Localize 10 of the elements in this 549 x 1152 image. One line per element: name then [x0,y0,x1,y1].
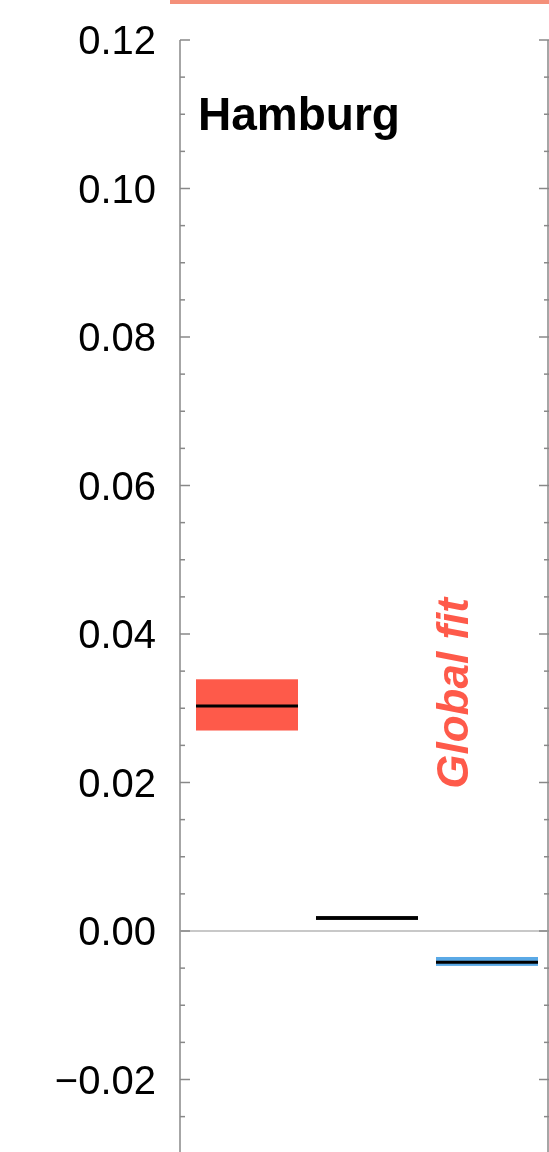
y-tick-label: 0.10 [78,166,156,211]
y-tick-label: −0.02 [54,1057,156,1102]
annotation: Global fit [428,595,477,789]
y-tick-label: 0.00 [78,909,156,953]
y-tick-label: 0.08 [78,315,156,359]
y-tick-label: 0.02 [78,760,156,805]
y-tick-label: 0.04 [78,612,156,656]
text: Hamburg [198,88,400,140]
y-tick-label: 0.12 [78,18,156,62]
y-tick-label: 0.06 [78,463,156,508]
